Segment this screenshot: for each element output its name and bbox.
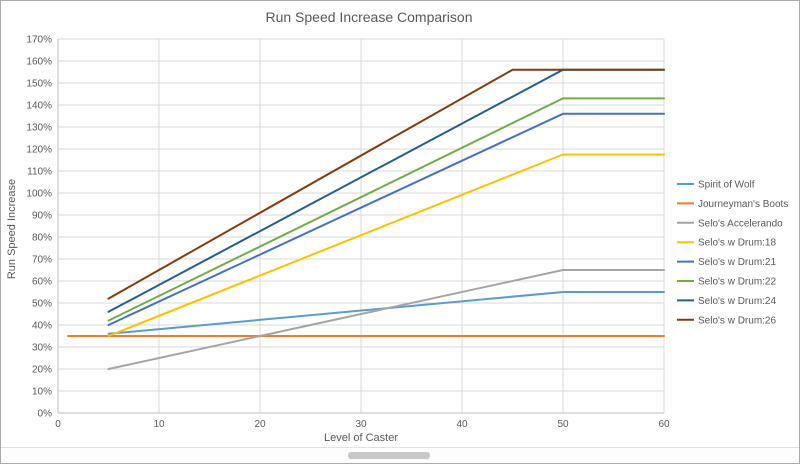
chart-legend: Spirit of Wolf Journeyman's Boots Selo's A… xyxy=(677,180,788,326)
legend-label-selo-s-w-drum-26: Selo's w Drum:26 xyxy=(698,315,776,326)
y-tick-label: 60% xyxy=(32,277,52,288)
x-tick-label: 50 xyxy=(557,419,569,430)
series-line-selo-s-w-drum-22 xyxy=(107,97,665,322)
y-tick-label: 10% xyxy=(32,387,52,398)
x-tick-label: 20 xyxy=(254,419,266,430)
y-tick-label: 140% xyxy=(26,101,52,112)
legend-label-selo-s-w-drum-21: Selo's w Drum:21 xyxy=(698,257,776,268)
x-axis-title: Level of Caster xyxy=(324,432,398,444)
series-line-selo-s-accelerando xyxy=(107,269,665,370)
plot-area: 0% 10% 20% 30% 40% 50% 60% 70% 80% 90% 100% 110% 120… xyxy=(26,35,670,431)
legend-label-spirit-of-wolf: Spirit of Wolf xyxy=(698,180,755,191)
line-chart: Run Speed Increase Comparison Level of C… xyxy=(6,9,788,444)
y-axis-title: Run Speed Increase xyxy=(6,179,18,279)
series-line-selo-s-w-drum-26 xyxy=(107,68,665,300)
y-tick-label: 90% xyxy=(32,211,52,222)
series-line-selo-s-w-drum-18 xyxy=(107,153,665,337)
y-tick-label: 50% xyxy=(32,299,52,310)
x-tick-label: 30 xyxy=(355,419,367,430)
series-line-selo-s-w-drum-21 xyxy=(107,112,665,326)
legend-label-selo-s-accelerando: Selo's Accelerando xyxy=(698,218,783,229)
y-tick-label: 70% xyxy=(32,255,52,266)
legend-label-selo-s-w-drum-18: Selo's w Drum:18 xyxy=(698,238,776,249)
y-tick-label: 100% xyxy=(26,189,52,200)
y-tick-label: 20% xyxy=(32,365,52,376)
y-tick-label: 150% xyxy=(26,79,52,90)
y-tick-label: 110% xyxy=(27,167,52,178)
legend-label-journeyman-s-boots: Journeyman's Boots xyxy=(698,199,788,210)
x-tick-label: 0 xyxy=(55,419,61,430)
y-tick-label: 40% xyxy=(32,321,52,332)
y-tick-label: 80% xyxy=(32,233,52,244)
y-tick-label: 30% xyxy=(32,343,52,354)
horizontal-scrollbar-thumb[interactable] xyxy=(348,452,430,459)
y-tick-label: 160% xyxy=(26,57,52,68)
x-tick-label: 60 xyxy=(658,419,670,430)
window-bottom-strip xyxy=(1,447,799,463)
y-tick-label: 130% xyxy=(26,123,52,134)
chart-title: Run Speed Increase Comparison xyxy=(265,9,472,25)
y-tick-label: 120% xyxy=(26,145,52,156)
legend-label-selo-s-w-drum-24: Selo's w Drum:24 xyxy=(698,296,776,307)
series-line-selo-s-w-drum-24 xyxy=(107,68,665,313)
y-tick-label: 170% xyxy=(26,35,52,46)
series-line-spirit-of-wolf xyxy=(107,291,665,335)
y-tick-label: 0% xyxy=(38,409,53,420)
legend-label-selo-s-w-drum-22: Selo's w Drum:22 xyxy=(698,277,776,288)
x-tick-label: 10 xyxy=(153,419,165,430)
x-tick-label: 40 xyxy=(456,419,468,430)
